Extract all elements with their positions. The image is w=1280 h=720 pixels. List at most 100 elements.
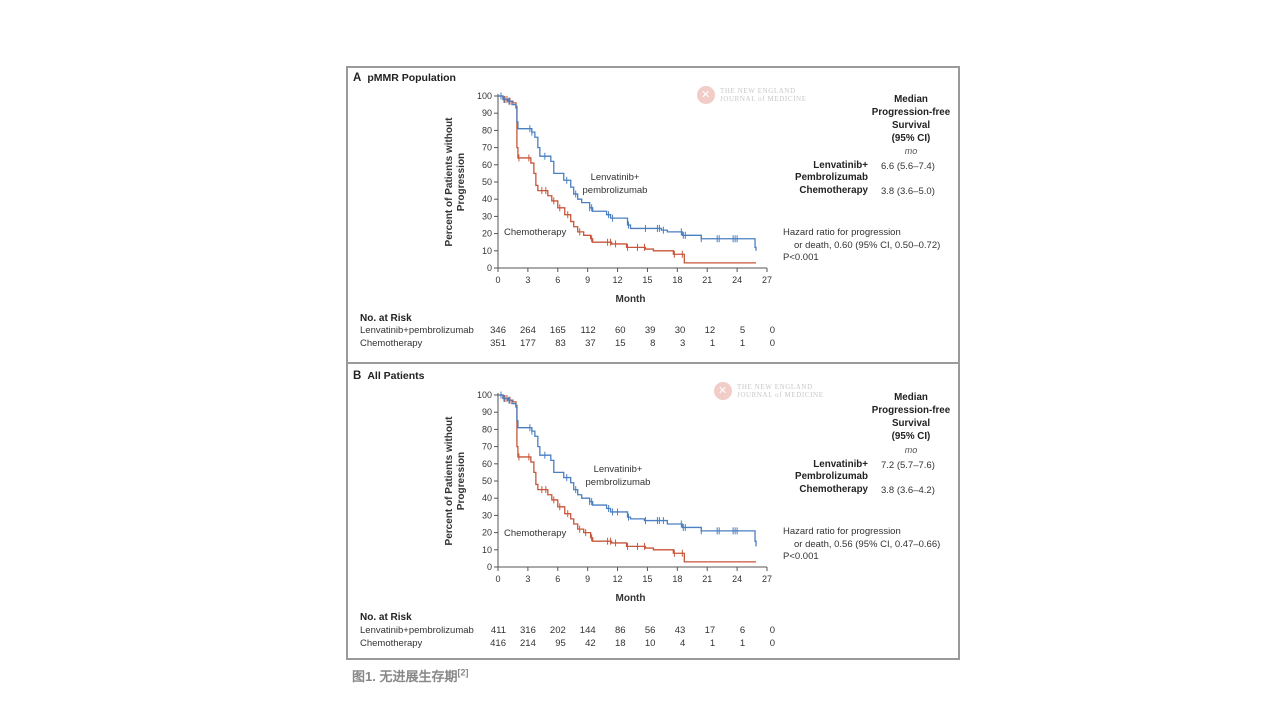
p-value: P<0.001 — [783, 551, 819, 562]
y-tick-label: 30 — [482, 510, 492, 520]
hazard-ratio-text: Hazard ratio for progression or death, 0… — [783, 227, 941, 263]
at-risk-value: 95 — [555, 638, 566, 649]
curve-label-chemotherapy: Chemotherapy — [504, 528, 567, 539]
y-tick-label: 50 — [482, 177, 492, 187]
y-axis-title-line1: Percent of Patients without — [444, 416, 455, 546]
y-tick-label: 0 — [487, 263, 492, 273]
curve-label-lenvatinib: Lenvatinib+ — [594, 464, 643, 475]
at-risk-title: No. at Risk — [360, 313, 412, 324]
at-risk-value: 214 — [520, 638, 536, 649]
km-curve-lenvatinib — [498, 394, 757, 547]
nejm-seal-icon — [714, 382, 732, 400]
median-unit: mo — [904, 445, 918, 455]
at-risk-value: 56 — [644, 625, 656, 636]
at-risk-value: 411 — [490, 625, 506, 636]
at-risk-value: 264 — [520, 325, 536, 336]
y-tick-label: 30 — [482, 211, 492, 221]
at-risk-value: 351 — [490, 338, 506, 349]
curve-label-pembrolizumab: pembrolizumab — [586, 477, 651, 488]
median-unit: mo — [904, 146, 918, 156]
y-tick-label: 60 — [482, 459, 492, 469]
at-risk-value: 6 — [739, 625, 746, 636]
at-risk-value: 144 — [579, 625, 596, 636]
panel-b-letter: B — [353, 370, 362, 382]
at-risk-value: 39 — [644, 325, 656, 336]
at-risk-value: 8 — [650, 338, 656, 349]
x-tick-label: 3 — [525, 574, 530, 584]
hazard-ratio-text: Hazard ratio for progression or death, 0… — [783, 526, 941, 562]
at-risk-value: 42 — [585, 638, 596, 649]
median-header: Median Progression-free Survival (95% CI… — [871, 94, 951, 144]
y-tick-label: 100 — [477, 390, 492, 400]
nejm-logo-text: THE NEW ENGLAND JOURNAL of MEDICINE — [737, 383, 824, 399]
x-tick-label: 0 — [495, 275, 500, 285]
at-risk-value: 346 — [490, 325, 506, 336]
y-tick-label: 90 — [482, 108, 492, 118]
at-risk-value: 0 — [769, 638, 775, 649]
at-risk-value: 4 — [680, 638, 686, 649]
y-tick-label: 20 — [482, 528, 492, 538]
x-tick-label: 24 — [732, 574, 742, 584]
at-risk-value: 1 — [739, 338, 746, 349]
at-risk-value: 17 — [704, 625, 716, 636]
at-risk-value: 202 — [549, 625, 566, 636]
y-tick-label: 0 — [487, 562, 492, 572]
at-risk-value: 10 — [644, 638, 656, 649]
at-risk-value: 43 — [674, 625, 686, 636]
at-risk-value: 12 — [704, 325, 716, 336]
panel-divider — [346, 362, 960, 364]
km-curve-chemotherapy — [498, 394, 757, 563]
at-risk-label-chemotherapy: Chemotherapy — [360, 338, 423, 349]
y-tick-label: 100 — [477, 91, 492, 101]
y-tick-label: 90 — [482, 407, 492, 417]
x-tick-label: 27 — [762, 574, 772, 584]
at-risk-label-chemotherapy: Chemotherapy — [360, 638, 423, 649]
x-tick-label: 15 — [642, 275, 652, 285]
at-risk-value: 1 — [739, 638, 746, 649]
median-arm-chemotherapy: Chemotherapy — [799, 185, 868, 196]
y-tick-label: 50 — [482, 476, 492, 486]
x-tick-label: 24 — [732, 275, 742, 285]
median-value-chemotherapy: 3.8 (3.6–5.0) — [881, 186, 935, 197]
at-risk-value: 177 — [520, 338, 536, 349]
x-tick-label: 27 — [762, 275, 772, 285]
nejm-logo-text: THE NEW ENGLAND JOURNAL of MEDICINE — [720, 87, 807, 103]
x-tick-label: 15 — [642, 574, 652, 584]
at-risk-title: No. at Risk — [360, 612, 412, 623]
at-risk-value: 15 — [614, 338, 626, 349]
y-axis-title-line2: Progression — [456, 153, 467, 211]
x-tick-label: 6 — [555, 275, 560, 285]
x-tick-label: 18 — [672, 275, 682, 285]
at-risk-value: 37 — [585, 338, 596, 349]
km-curve-chemotherapy — [498, 95, 757, 264]
panel-b-title: B All Patients — [353, 370, 425, 382]
median-header: Median Progression-free Survival (95% CI… — [871, 392, 951, 442]
at-risk-value: 1 — [709, 638, 716, 649]
x-tick-label: 12 — [613, 574, 623, 584]
y-axis-title-line1: Percent of Patients without — [444, 117, 455, 247]
at-risk-value: 0 — [769, 625, 775, 636]
y-tick-label: 10 — [482, 246, 492, 256]
figure-caption-ref: [2] — [457, 667, 469, 678]
y-tick-label: 10 — [482, 545, 492, 555]
p-value: P<0.001 — [783, 252, 819, 263]
median-arm-chemotherapy: Chemotherapy — [799, 484, 868, 495]
y-tick-label: 70 — [482, 442, 492, 452]
median-value-lenvatinib: 6.6 (5.6–7.4) — [881, 161, 935, 172]
at-risk-value: 1 — [709, 338, 716, 349]
at-risk-value: 0 — [769, 325, 775, 336]
at-risk-value: 416 — [490, 638, 506, 649]
at-risk-value: 86 — [614, 625, 626, 636]
y-tick-label: 40 — [482, 493, 492, 503]
x-tick-label: 6 — [555, 574, 560, 584]
at-risk-value: 5 — [739, 325, 746, 336]
y-tick-label: 40 — [482, 194, 492, 204]
panel-a-letter: A — [353, 72, 362, 84]
x-tick-label: 9 — [585, 275, 590, 285]
x-tick-label: 3 — [525, 275, 530, 285]
at-risk-value: 60 — [614, 325, 626, 336]
at-risk-value: 165 — [549, 325, 566, 336]
